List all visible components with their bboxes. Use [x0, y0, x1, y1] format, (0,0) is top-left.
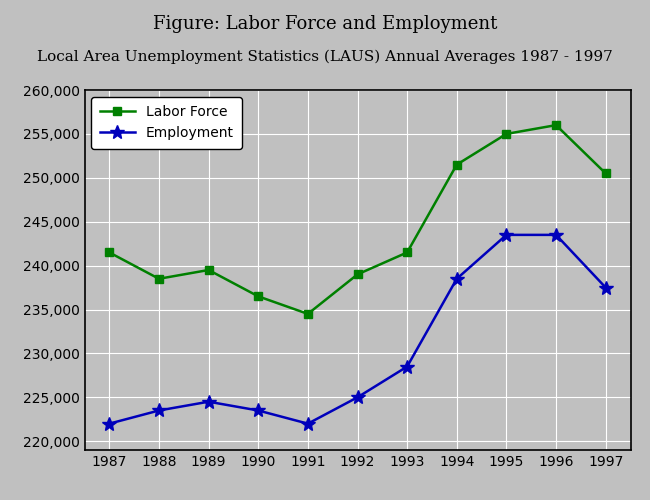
Labor Force [502, 131, 510, 137]
Labor Force [453, 162, 461, 168]
Legend: Labor Force, Employment: Labor Force, Employment [92, 97, 242, 148]
Employment [254, 408, 262, 414]
Employment [403, 364, 411, 370]
Text: Local Area Unemployment Statistics (LAUS) Annual Averages 1987 - 1997: Local Area Unemployment Statistics (LAUS… [37, 50, 613, 64]
Employment [155, 408, 163, 414]
Labor Force [403, 250, 411, 256]
Employment [354, 394, 361, 400]
Employment [304, 420, 312, 426]
Labor Force [205, 267, 213, 273]
Employment [205, 398, 213, 404]
Employment [502, 232, 510, 238]
Labor Force [304, 311, 312, 317]
Line: Employment: Employment [102, 228, 613, 430]
Labor Force [155, 276, 163, 282]
Labor Force [602, 170, 610, 176]
Text: Figure: Labor Force and Employment: Figure: Labor Force and Employment [153, 15, 497, 33]
Employment [602, 284, 610, 290]
Employment [552, 232, 560, 238]
Line: Labor Force: Labor Force [105, 121, 610, 318]
Labor Force [354, 272, 361, 278]
Employment [105, 420, 113, 426]
Employment [453, 276, 461, 282]
Labor Force [105, 250, 113, 256]
Labor Force [254, 294, 262, 300]
Labor Force [552, 122, 560, 128]
